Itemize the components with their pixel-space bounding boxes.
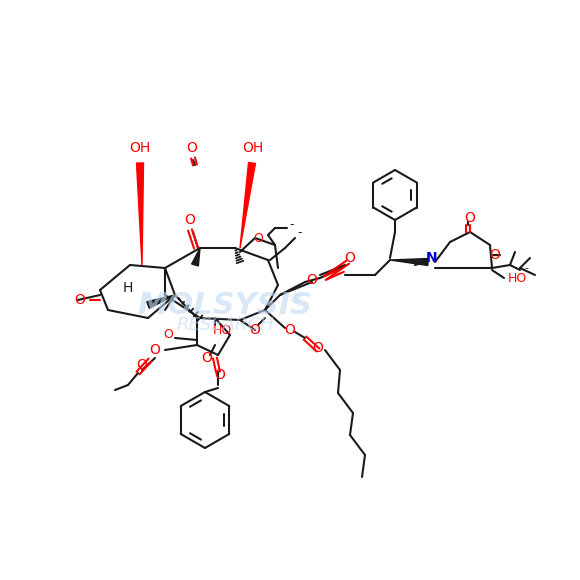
Text: -: - bbox=[298, 227, 302, 240]
Text: -: - bbox=[290, 219, 294, 231]
Text: OH: OH bbox=[242, 141, 264, 155]
Text: O: O bbox=[75, 293, 85, 307]
Text: O: O bbox=[187, 141, 197, 155]
Text: O: O bbox=[184, 213, 195, 227]
Text: O: O bbox=[285, 323, 295, 337]
Text: MOLSYSIS: MOLSYSIS bbox=[137, 291, 313, 320]
Text: O: O bbox=[202, 351, 212, 365]
Text: RESEARCH: RESEARCH bbox=[176, 316, 274, 334]
Text: O: O bbox=[313, 341, 324, 355]
Text: O: O bbox=[465, 211, 476, 225]
Text: O: O bbox=[253, 231, 263, 245]
Text: O: O bbox=[215, 368, 226, 382]
Text: N: N bbox=[426, 251, 438, 265]
Polygon shape bbox=[191, 248, 200, 266]
Text: O: O bbox=[490, 248, 501, 262]
Polygon shape bbox=[136, 163, 143, 265]
Polygon shape bbox=[147, 295, 175, 309]
Text: O: O bbox=[249, 323, 260, 337]
Text: ®: ® bbox=[288, 293, 302, 307]
Text: O: O bbox=[307, 273, 317, 287]
Text: O: O bbox=[136, 358, 147, 372]
Polygon shape bbox=[390, 259, 428, 266]
Text: OH: OH bbox=[129, 141, 151, 155]
Text: O: O bbox=[345, 251, 356, 265]
Polygon shape bbox=[240, 162, 255, 248]
Text: HO: HO bbox=[508, 271, 527, 285]
Text: HO: HO bbox=[212, 324, 231, 336]
Text: -: - bbox=[524, 263, 528, 273]
Text: O: O bbox=[163, 328, 173, 342]
Text: H: H bbox=[123, 281, 133, 295]
Text: O: O bbox=[150, 343, 161, 357]
